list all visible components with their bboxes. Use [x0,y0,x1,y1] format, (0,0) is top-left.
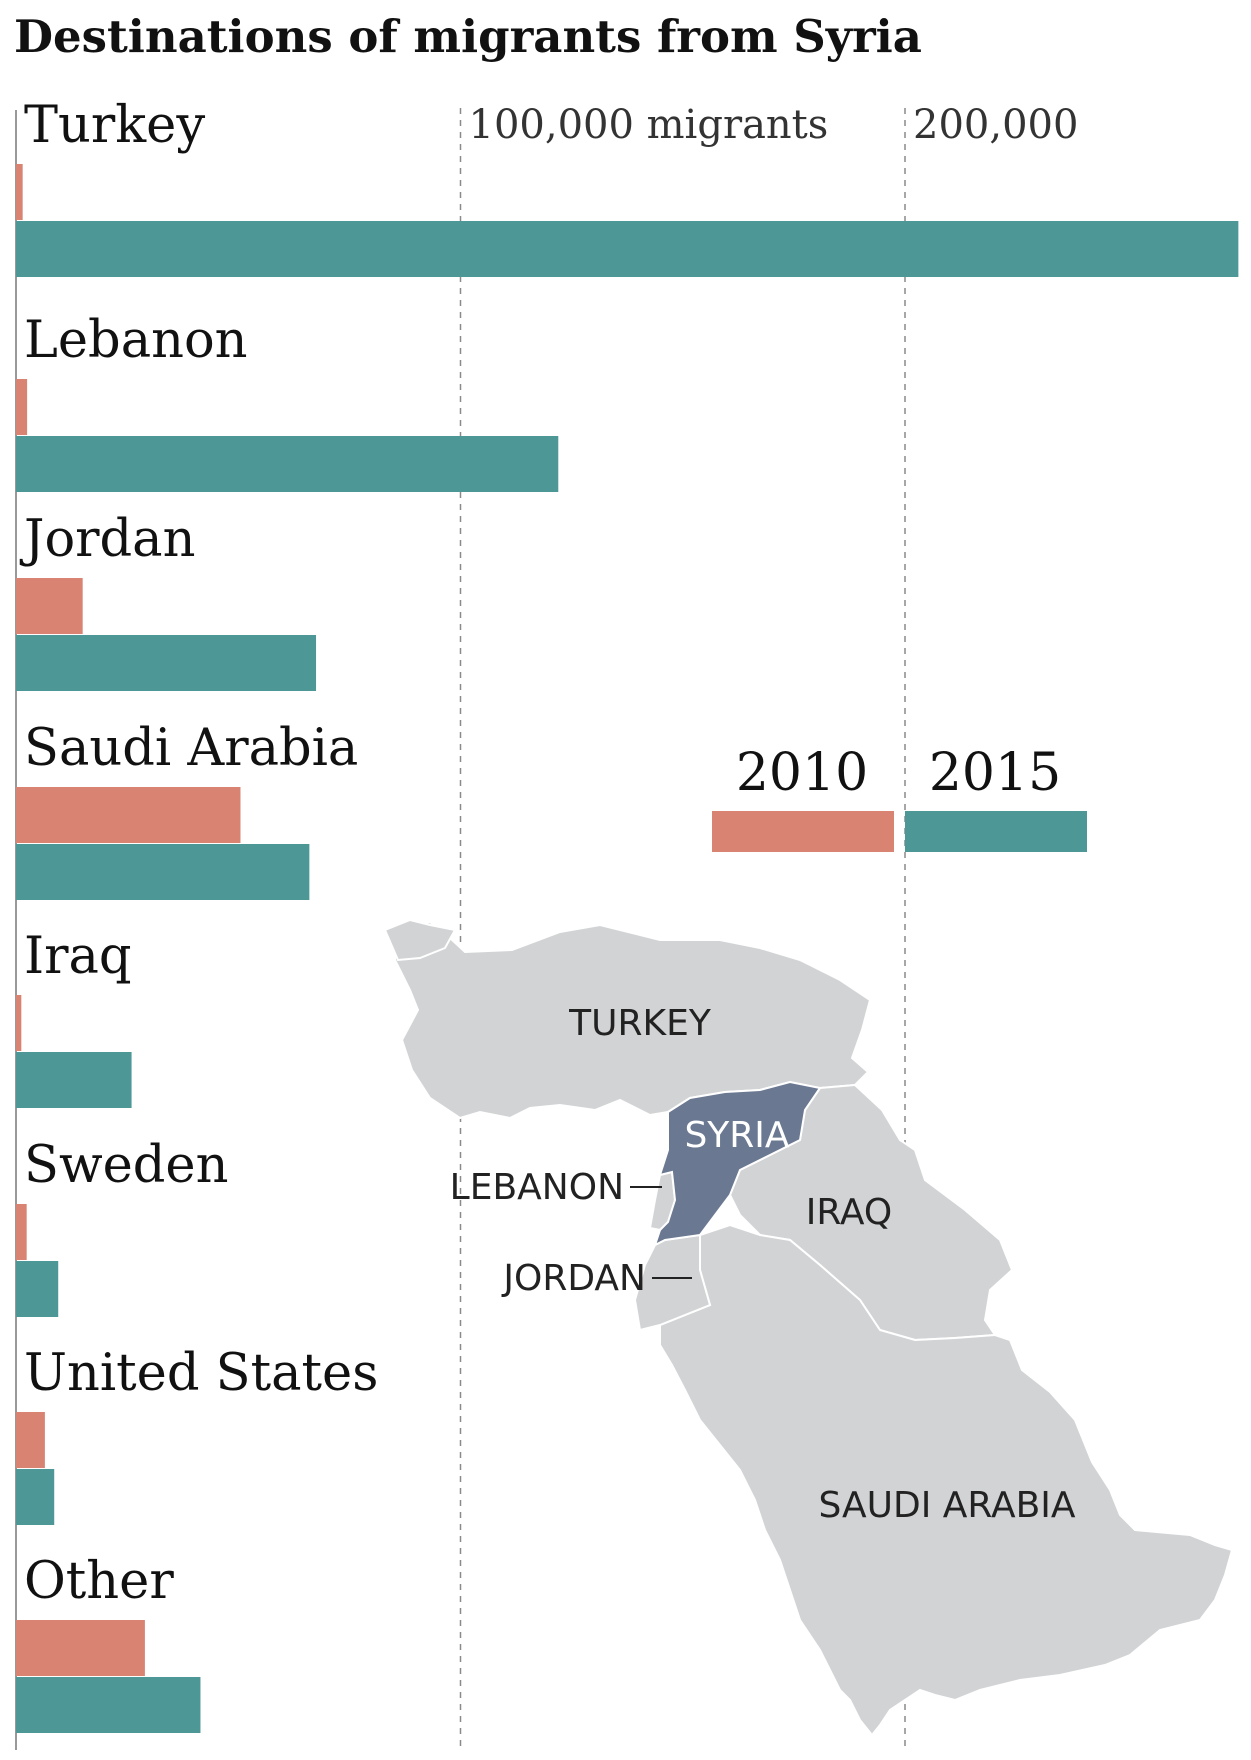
legend-swatch-2010 [712,811,894,852]
category-labels: Turkey Lebanon Jordan Saudi Arabia Iraq Swede… [19,96,378,1611]
category-label: Jordan [19,510,195,569]
bar-iraq-2010 [16,995,22,1051]
bar-turkey-2010 [16,164,23,220]
bar-iraq-2015 [16,1052,132,1108]
map-region-syria [653,1080,822,1247]
category-label: Lebanon [24,311,248,370]
category-label: United States [24,1344,378,1403]
legend-label-2010: 2010 [736,743,868,803]
bar-other-2010 [16,1620,145,1676]
bar-saudi-arabia-2010 [16,787,241,843]
category-label: Turkey [24,96,205,155]
map-label-jordan: JORDAN [501,1258,646,1299]
bar-saudi-arabia-2015 [16,844,310,900]
category-label: Saudi Arabia [24,719,358,778]
bar-sweden-2010 [16,1204,27,1260]
map-region-turkey-thrace [383,918,457,962]
bar-lebanon-2010 [16,379,28,435]
legend-label-2015: 2015 [929,743,1061,803]
category-label: Sweden [24,1136,228,1195]
category-label: Iraq [24,927,132,986]
map-region-saudi-arabia [659,1223,1234,1737]
map-region-jordan [633,1233,712,1332]
legend: 2010 2015 [712,743,1087,852]
bars [16,164,1239,1733]
map-label-iraq: IRAQ [806,1192,893,1233]
x-tick-label: 100,000 migrants [469,102,829,148]
middle-east-map: TURKEY SYRIA IRAQ LEBANON JORDAN SAUDI A… [383,918,1234,1737]
category-label: Other [24,1552,174,1611]
bar-sweden-2015 [16,1261,59,1317]
bar-turkey-2015 [16,221,1239,277]
bar-lebanon-2015 [16,436,559,492]
bar-other-2015 [16,1677,201,1733]
map-label-saudi-arabia: SAUDI ARABIA [818,1485,1075,1526]
bar-jordan-2010 [16,578,83,634]
chart-title: Destinations of migrants from Syria [14,10,922,63]
bar-united-states-2015 [16,1469,55,1525]
map-label-lebanon: LEBANON [450,1167,624,1208]
x-tick-label: 200,000 [913,102,1078,148]
bar-united-states-2010 [16,1412,45,1468]
bar-jordan-2015 [16,635,317,691]
map-label-turkey: TURKEY [568,1003,712,1044]
map-label-syria: SYRIA [684,1115,789,1156]
legend-swatch-2015 [905,811,1087,852]
